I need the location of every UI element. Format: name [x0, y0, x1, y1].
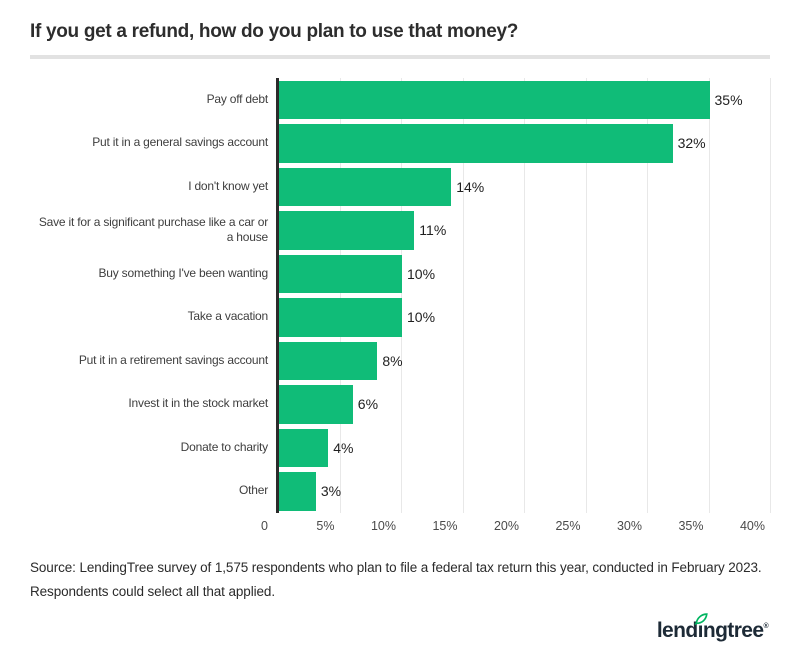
bar-row: Other 3% [30, 470, 770, 514]
value-label: 10% [407, 309, 436, 326]
chart-title: If you get a refund, how do you plan to … [30, 21, 519, 42]
bar-row: Invest it in the stock market 6% [30, 383, 770, 427]
category-label: Put it in a retirement savings account [78, 352, 268, 367]
bar-row: Put it in a general savings account 32% [30, 122, 770, 166]
bar-track: 14% [278, 165, 770, 209]
category-label: Invest it in the stock market [128, 396, 268, 411]
bar-track: 4% [278, 426, 770, 470]
category-label: Save it for a significant purchase like … [38, 214, 268, 245]
registered-mark: ® [763, 623, 768, 630]
category-label: Put it in a general savings account [92, 135, 268, 150]
value-label: 6% [357, 396, 379, 413]
bar [279, 167, 452, 206]
gridline [708, 78, 710, 513]
gridline [339, 78, 341, 513]
bar-row: Take a vacation 10% [30, 296, 770, 340]
bar [279, 80, 710, 119]
bar-row: Donate to charity 4% [30, 426, 770, 470]
source-note: Source: LendingTree survey of 1,575 resp… [30, 560, 762, 599]
bar-track: 8% [278, 339, 770, 383]
logo-letter-i: ı [693, 613, 708, 643]
leaf-icon [692, 607, 709, 633]
plot-area [278, 78, 771, 513]
bar [279, 211, 415, 250]
bar-row: Buy something I've been wanting 10% [30, 252, 770, 296]
value-label: 35% [714, 91, 743, 108]
x-tick-label: 40% [739, 519, 765, 533]
category-label: Buy something I've been wanting [98, 265, 268, 280]
value-label: 10% [407, 265, 436, 282]
bar [279, 298, 402, 337]
bar [279, 124, 673, 163]
category-label: I don't know yet [188, 178, 268, 193]
value-label: 14% [456, 178, 485, 195]
x-tick-label: 20% [493, 519, 519, 533]
value-label: 3% [320, 483, 342, 500]
category-label: Pay off debt [206, 91, 269, 106]
bar-track: 32% [278, 122, 770, 166]
x-axis-ticks: 0 5% 10% 15% 20% 25% 30% 35% 40% [261, 519, 770, 539]
x-tick-label: 10% [370, 519, 396, 533]
x-tick-label: 25% [555, 519, 581, 533]
bar-chart: Pay off debt 35% Put it in a general savin… [30, 78, 771, 539]
bar-row: Pay off debt 35% [30, 78, 770, 122]
logo-text-tail: ngtree [702, 619, 764, 642]
bar-track: 10% [278, 296, 770, 340]
gridline [647, 78, 648, 513]
lendingtree-logo: lendı ngtree® [656, 613, 769, 643]
bar-track: 3% [278, 470, 770, 514]
bar-track: 10% [278, 252, 770, 296]
gridline [401, 78, 402, 513]
bar-track: 35% [278, 78, 770, 122]
category-label: Other [238, 483, 268, 498]
bar-rows: Pay off debt 35% Put it in a general savin… [30, 78, 770, 513]
bar-track: 11% [278, 209, 770, 253]
x-tick-label: 15% [432, 519, 458, 533]
bar-track: 6% [278, 383, 770, 427]
gridline [524, 78, 525, 513]
title-divider [30, 55, 770, 59]
value-label: 11% [419, 222, 447, 239]
x-tick-label: 5% [316, 519, 335, 533]
value-label: 8% [382, 352, 403, 369]
gridline [462, 78, 464, 513]
gridline [770, 78, 771, 513]
logo-text-lead: lend [656, 619, 698, 642]
bar [279, 341, 378, 380]
x-tick-label: 0 [261, 519, 268, 533]
bar [279, 385, 353, 424]
category-label: Take a vacation [187, 309, 269, 324]
bar [279, 428, 329, 467]
bar-row: Put it in a retirement savings account 8% [30, 339, 770, 383]
value-label: 32% [677, 135, 706, 152]
x-tick-label: 35% [678, 519, 704, 533]
bar [279, 254, 402, 293]
category-label: Donate to charity [180, 439, 269, 454]
gridline [585, 78, 587, 513]
bar-row: Save it for a significant purchase like … [30, 209, 770, 253]
bar-row: I don't know yet 14% [30, 165, 770, 209]
bar [279, 472, 316, 511]
y-axis-line [276, 78, 279, 513]
x-tick-label: 30% [616, 519, 642, 533]
value-label: 4% [333, 439, 354, 456]
